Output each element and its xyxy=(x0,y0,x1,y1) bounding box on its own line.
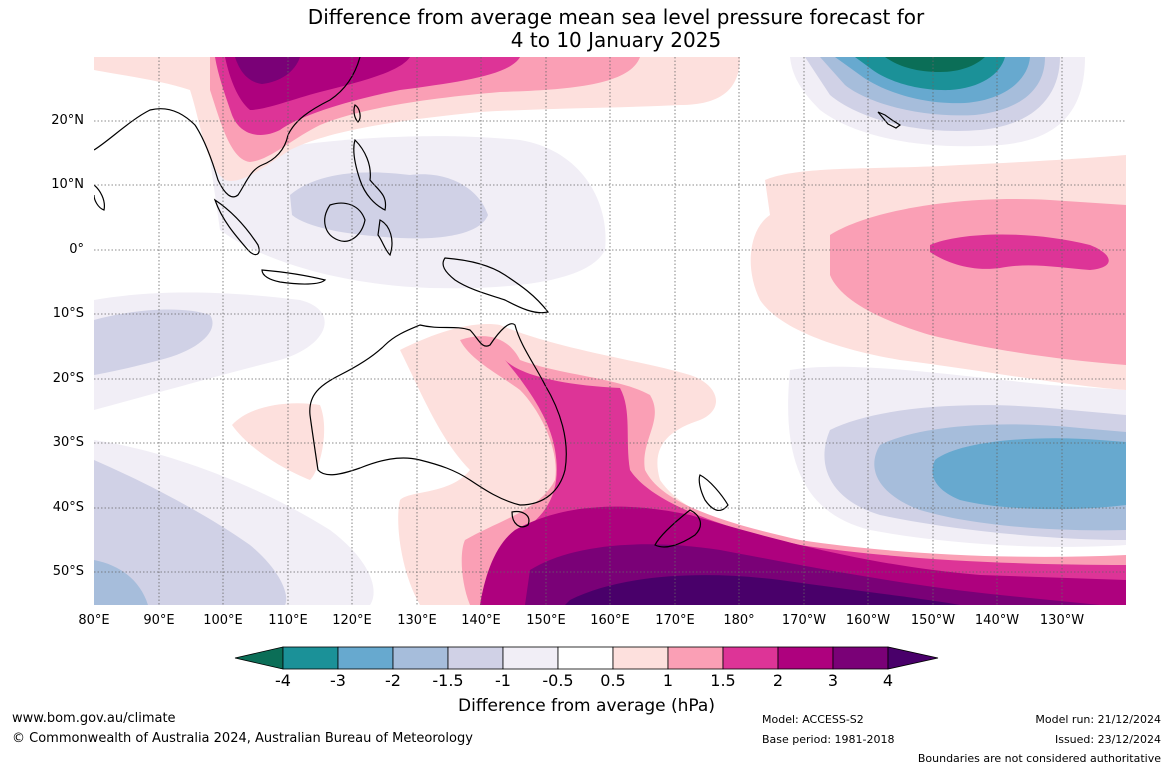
lat-label-20n: 20°N xyxy=(51,113,84,128)
colorbar-tick-label: 0.5 xyxy=(600,671,626,690)
footer-base-period: Base period: 1981-2018 xyxy=(762,733,895,746)
anomaly-field xyxy=(94,57,1126,605)
contour-neg-4-north-pacific xyxy=(885,57,985,72)
colorbar-swatch xyxy=(612,646,669,670)
colorbar-tick-label: -1.5 xyxy=(432,671,464,690)
contour-pos-1-5-equatorial-pacific xyxy=(930,234,1109,270)
borneo-coastline xyxy=(324,202,366,242)
sulawesi-coastline xyxy=(377,219,393,257)
lat-label-30s: 30°S xyxy=(52,435,84,450)
map-title-line-2: 4 to 10 January 2025 xyxy=(510,28,722,52)
colorbar-swatch xyxy=(832,646,889,670)
footer-copyright: © Commonwealth of Australia 2024, Austra… xyxy=(12,731,473,746)
lon-label-160w: 160°W xyxy=(845,613,891,628)
colorbar-swatch xyxy=(502,646,559,670)
colorbar-swatch xyxy=(282,646,339,670)
lat-label-10n: 10°N xyxy=(51,177,84,192)
contour-pos-0-5-west-australia xyxy=(232,403,325,480)
hawaii-coastline xyxy=(877,111,902,129)
colorbar-tick-label: 1.5 xyxy=(710,671,736,690)
lon-label-90e: 90°E xyxy=(143,613,175,628)
colorbar-swatch xyxy=(337,646,394,670)
colorbar-title: Difference from average (hPa) xyxy=(458,696,715,716)
new-zealand-coastline xyxy=(654,474,729,548)
taiwan-coastline xyxy=(353,104,361,123)
java-coastline xyxy=(261,269,327,285)
lon-label-130e: 130°E xyxy=(397,613,437,628)
colorbar-tick-label: 3 xyxy=(827,671,839,690)
colorbar-arrow-high xyxy=(887,646,939,670)
lon-label-110e: 110°E xyxy=(268,613,308,628)
contour-neg-1-indian-ocean xyxy=(94,309,213,375)
lon-label-130w: 130°W xyxy=(1039,613,1085,628)
contour-neg-1-indonesia xyxy=(290,172,488,239)
contour-neg-1-southwest xyxy=(94,460,287,605)
lat-label-0: 0° xyxy=(69,242,84,257)
lon-label-170e: 170°E xyxy=(655,613,695,628)
colorbar-swatch xyxy=(447,646,504,670)
lon-label-100e: 100°E xyxy=(203,613,243,628)
colorbar-swatch xyxy=(777,646,834,670)
sri-lanka-coastline xyxy=(94,184,105,211)
lon-label-170w: 170°W xyxy=(781,613,827,628)
colorbar-swatch xyxy=(557,646,614,670)
lon-label-150e: 150°E xyxy=(526,613,566,628)
lon-label-140e: 140°E xyxy=(461,613,501,628)
philippines-coastline xyxy=(353,138,387,211)
colorbar-arrow-low xyxy=(234,646,284,670)
mainland-asia-coastline xyxy=(94,57,361,198)
sumatra-coastline xyxy=(213,198,260,256)
lon-label-160e: 160°E xyxy=(590,613,630,628)
colorbar-swatch xyxy=(722,646,779,670)
colorbar-tick-label: -3 xyxy=(330,671,346,690)
lon-label-80e: 80°E xyxy=(78,613,110,628)
tasmania-coastline xyxy=(511,510,530,528)
graticule xyxy=(94,57,1126,605)
lat-label-10s: 10°S xyxy=(52,306,84,321)
colorbar-swatch xyxy=(392,646,449,670)
lat-label-50s: 50°S xyxy=(52,564,84,579)
footer-model: Model: ACCESS-S2 xyxy=(762,713,864,726)
new-guinea-coastline xyxy=(442,257,550,314)
footer-issued: Issued: 23/12/2024 xyxy=(1054,733,1161,746)
australia-coastline xyxy=(309,323,567,506)
colorbar-swatch xyxy=(667,646,724,670)
colorbar-tick-label: -2 xyxy=(385,671,401,690)
lon-label-140w: 140°W xyxy=(974,613,1020,628)
lat-label-40s: 40°S xyxy=(52,500,84,515)
contour-neg-2-south-pacific xyxy=(932,438,1126,510)
lat-label-20s: 20°S xyxy=(52,371,84,386)
contour-pos-3-asia xyxy=(235,57,300,84)
lon-label-180: 180° xyxy=(723,613,755,628)
lon-label-150w: 150°W xyxy=(910,613,956,628)
footer-disclaimer: Boundaries are not considered authoritat… xyxy=(917,752,1161,765)
map-title-line-1: Difference from average mean sea level p… xyxy=(307,5,925,29)
footer-model-run: Model run: 21/12/2024 xyxy=(1035,713,1161,726)
colorbar-tick-label: -4 xyxy=(275,671,291,690)
lon-label-120e: 120°E xyxy=(332,613,372,628)
colorbar-tick-label: 4 xyxy=(882,671,894,690)
colorbar-tick-label: 2 xyxy=(772,671,784,690)
contour-pos-4-southern-ocean xyxy=(565,575,960,605)
colorbar-tick-label: -0.5 xyxy=(542,671,574,690)
colorbar-tick-label: -1 xyxy=(495,671,511,690)
colorbar-tick-label: 1 xyxy=(662,671,674,690)
footer-url: www.bom.gov.au/climate xyxy=(12,711,176,726)
coastlines xyxy=(94,57,902,548)
colorbar xyxy=(234,646,939,670)
contour-neg-1-5-southwest xyxy=(94,560,148,605)
